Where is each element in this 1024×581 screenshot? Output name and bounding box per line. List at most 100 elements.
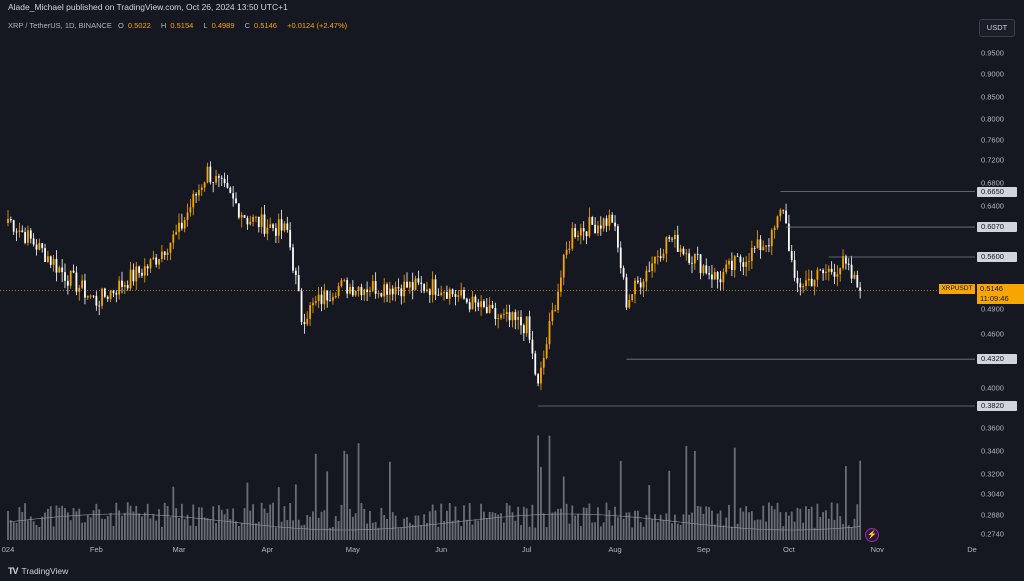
volume-bar — [713, 524, 716, 540]
candle-body — [212, 182, 215, 183]
volume-bar — [306, 514, 309, 540]
candle-body — [243, 215, 246, 218]
volume-bar — [565, 503, 568, 540]
volume-bar — [488, 511, 491, 540]
volume-bar — [44, 512, 46, 540]
volume-bar — [605, 502, 608, 540]
volume-bar — [249, 510, 252, 540]
price-axis[interactable]: 0.9500 0.9000 0.8500 0.8000 0.7600 0.7200 0.68… — [975, 40, 1024, 540]
currency-button[interactable]: USDT — [979, 19, 1015, 37]
candle-body — [602, 218, 605, 229]
volume-bar — [12, 522, 15, 540]
tradingview-logo[interactable]: TV TradingView — [8, 566, 68, 576]
candle-body — [833, 272, 836, 277]
volume-bar — [750, 511, 753, 540]
candle-body — [38, 243, 41, 250]
candle-body — [400, 288, 403, 297]
candle-body — [793, 260, 796, 278]
volume-bar — [266, 512, 269, 540]
candle-body — [9, 218, 12, 221]
volume-bar — [588, 503, 591, 540]
volume-bar — [334, 516, 337, 540]
volume-bar — [483, 511, 485, 540]
price-tick-label: 0.7200 — [981, 155, 1004, 165]
candle-body — [839, 268, 842, 275]
candle-body — [494, 307, 497, 320]
volume-bar — [753, 520, 756, 540]
volume-bar — [845, 466, 847, 540]
candle-body — [189, 207, 192, 213]
candle-body — [711, 274, 713, 280]
candle-body — [431, 279, 434, 295]
volume-bar — [149, 518, 152, 540]
volume-bar — [636, 510, 639, 540]
volume-bar — [49, 506, 52, 540]
volume-bar — [853, 518, 856, 540]
symbol-legend: XRP / TetherUS, 1D, BINANCE O 0.5022 H 0.5… — [8, 21, 351, 30]
volume-bar — [810, 506, 813, 540]
volume-bar — [508, 505, 511, 540]
price-tick-label: 0.6800 — [981, 178, 1004, 188]
candle-body — [562, 254, 565, 278]
volume-bar — [189, 525, 192, 540]
candle-body — [850, 264, 853, 279]
volume-bar — [807, 509, 810, 540]
candle-body — [574, 228, 577, 237]
volume-bar — [391, 512, 394, 540]
candle-body — [349, 286, 351, 294]
volume-bar — [847, 525, 850, 540]
volume-bar — [200, 507, 203, 540]
candle-body — [81, 280, 83, 288]
time-tick-label: May — [345, 545, 360, 554]
volume-bar — [833, 519, 836, 540]
volume-bar — [525, 508, 528, 540]
candle-body — [656, 256, 659, 258]
volume-bar — [420, 525, 423, 540]
candle-body — [802, 285, 805, 288]
candle-body — [158, 259, 160, 265]
volume-bar — [215, 523, 217, 540]
candle-body — [192, 193, 195, 208]
candle-body — [545, 344, 548, 358]
price-tick-label: 0.3600 — [981, 423, 1004, 433]
volume-bar — [317, 517, 320, 540]
candle-body — [138, 266, 140, 273]
level-price-label: 0.6650 — [977, 186, 1017, 197]
volume-bar — [357, 443, 360, 540]
volume-bar — [161, 526, 163, 540]
candle-body — [491, 304, 494, 308]
candle-body — [551, 310, 554, 322]
volume-bar — [275, 527, 277, 540]
volume-bar — [126, 502, 129, 540]
candle-body — [813, 279, 816, 287]
lightning-icon[interactable]: ⚡ — [865, 528, 879, 542]
candles — [7, 161, 862, 391]
candle-body — [426, 289, 428, 292]
symbol-name[interactable]: XRP / TetherUS, 1D, BINANCE — [8, 21, 112, 30]
volume-bar — [676, 523, 679, 540]
candle-body — [668, 237, 671, 239]
volume-bar — [645, 515, 648, 540]
candle-body — [35, 244, 38, 250]
candle-body — [776, 216, 779, 228]
volume-bar — [383, 514, 386, 540]
candle-body — [129, 269, 132, 289]
price-tick-label: 0.4900 — [981, 304, 1004, 314]
volume-bar — [471, 524, 474, 540]
price-tick-label: 0.8000 — [981, 114, 1004, 124]
candle-body — [260, 214, 263, 227]
volume-bar — [166, 506, 169, 540]
candle-body — [240, 215, 243, 218]
volume-bar — [617, 517, 619, 540]
time-axis[interactable]: 024 Feb Mar Apr May Jun Jul Aug Sep Oct Nov De — [0, 542, 977, 556]
price-chart[interactable] — [0, 0, 975, 560]
candle-body — [172, 234, 175, 243]
candle-body — [460, 290, 463, 296]
candle-body — [343, 280, 346, 281]
candle-body — [825, 271, 827, 274]
candle-body — [175, 231, 178, 235]
candle-body — [725, 264, 728, 273]
candle-body — [161, 251, 163, 260]
candle-body — [41, 243, 44, 249]
volume-bar — [528, 526, 531, 540]
